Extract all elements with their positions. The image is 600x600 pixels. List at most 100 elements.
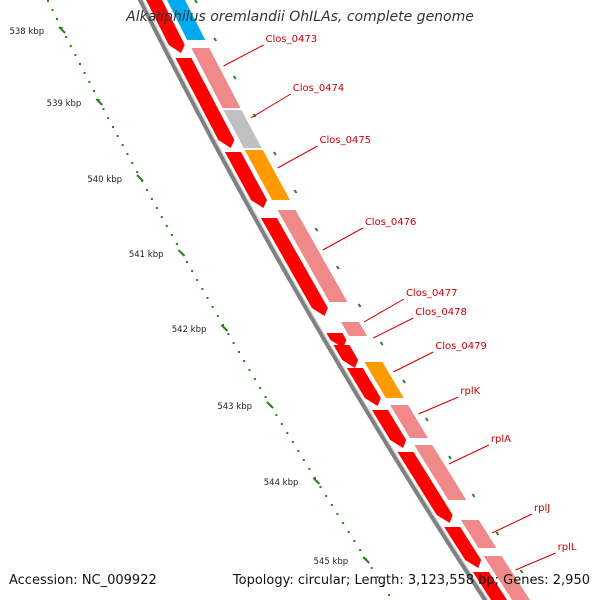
ruler-label: 544 kbp: [264, 478, 299, 488]
accession-text: Accession: NC_009922: [9, 573, 157, 588]
ruler-label: 543 kbp: [217, 402, 252, 412]
outer-tick: [425, 417, 429, 422]
ruler-dot: [382, 585, 385, 587]
outer-tick: [357, 303, 362, 308]
ruler-label: 545 kbp: [314, 557, 349, 567]
inner-gene-arrow: [346, 368, 381, 406]
ruler-dot: [131, 162, 134, 164]
gene-leader-line: [418, 396, 459, 415]
inner-feature-track: [146, 0, 508, 600]
gene-leader-line: [393, 351, 434, 373]
ruler-dot: [201, 288, 204, 290]
gene-label: rplA: [491, 434, 511, 445]
inner-gene-arrow: [333, 345, 359, 368]
ruler-dot: [56, 18, 58, 20]
ruler-dot: [388, 594, 391, 596]
ruler-dot: [253, 378, 256, 380]
outer-gene-box: [244, 150, 290, 200]
inner-gene-arrow: [472, 572, 508, 600]
ruler-dot: [302, 459, 305, 461]
ruler-major-tick: [220, 324, 229, 332]
inner-gene-arrow: [146, 0, 185, 53]
gene-label: rplJ: [534, 503, 550, 514]
ruler-dot: [342, 522, 345, 524]
outer-tick: [379, 341, 384, 346]
ruler-dot: [160, 216, 163, 218]
gene-label: Clos_0474: [293, 83, 345, 94]
ruler-dot: [297, 450, 300, 452]
outer-tick: [314, 227, 319, 232]
outer-tick: [213, 37, 218, 42]
ruler-dot: [175, 243, 178, 245]
inner-gene-arrow: [444, 527, 482, 568]
outer-tick-track: [194, 0, 524, 574]
ruler-dot: [170, 234, 173, 236]
outer-gene-box: [364, 362, 404, 398]
gene-label: Clos_0478: [415, 307, 467, 318]
ruler-dot: [102, 108, 105, 110]
outer-gene-box: [167, 0, 206, 40]
outer-tick: [194, 0, 198, 4]
gene-label: Clos_0476: [365, 217, 417, 228]
outer-tick: [402, 379, 406, 384]
ruler-dot: [186, 261, 188, 263]
ruler-dot: [232, 342, 235, 344]
gene-leader-line: [448, 444, 490, 465]
ruler-major-tick: [266, 401, 274, 409]
ruler-dot: [259, 387, 262, 389]
ruler-major-tick: [312, 477, 321, 485]
inner-gene-arrow: [326, 333, 347, 348]
ruler-dot: [313, 477, 316, 479]
ruler-dot: [83, 72, 86, 74]
ruler-dot: [347, 531, 350, 533]
ruler-dot: [370, 567, 373, 569]
gene-leader-line: [250, 93, 291, 119]
gene-leader-line: [491, 513, 533, 534]
ruler-major-tick: [136, 174, 144, 182]
ruler-dot: [69, 45, 72, 47]
ruler-dot: [79, 63, 81, 65]
outer-gene-box: [277, 210, 348, 302]
ruler-label: 539 kbp: [47, 99, 82, 109]
outer-tick: [273, 151, 277, 156]
gene-label: Clos_0477: [406, 288, 458, 299]
outer-tick: [495, 531, 500, 536]
ruler-dot: [88, 81, 91, 83]
ruler-dot: [325, 495, 328, 497]
ruler-dot: [211, 306, 214, 308]
ruler-major-tick: [95, 98, 104, 106]
gene-labels: Clos_0473 Clos_0474 Clos_0475 Clos_0476 Clos…: [223, 34, 577, 571]
outer-tick: [232, 75, 237, 80]
ruler-dot: [107, 117, 110, 119]
ruler-dot: [74, 54, 77, 56]
ruler-dot: [47, 0, 49, 2]
ruler-dot: [308, 468, 311, 470]
ruler-dot: [376, 576, 379, 578]
ruler-dot: [227, 333, 230, 335]
ruler-dot: [112, 126, 114, 128]
ruler-label: 542 kbp: [172, 325, 207, 335]
ruler-dot: [243, 360, 246, 362]
ruler-dot: [65, 36, 68, 38]
ruler-major-tick: [58, 26, 66, 34]
ruler-dot: [196, 279, 199, 281]
ruler-dot: [121, 144, 124, 146]
ruler-label: 541 kbp: [129, 250, 164, 260]
ruler-dot: [165, 225, 168, 227]
ruler-dot: [237, 351, 240, 353]
ruler-dot: [116, 135, 119, 137]
outer-gene-box: [341, 322, 368, 336]
ruler-dot: [60, 27, 63, 29]
ruler-dot: [336, 513, 339, 515]
gene-label: Clos_0473: [266, 34, 318, 45]
ruler-dot: [126, 153, 129, 155]
outer-tick: [471, 493, 476, 498]
ruler-dot: [286, 432, 289, 434]
outer-tick: [448, 455, 452, 460]
ruler-dot: [319, 486, 322, 488]
gene-label: Clos_0475: [320, 135, 372, 146]
ruler-label: 540 kbp: [87, 175, 122, 185]
kbp-ruler: 538 kbp 539 kbp 540 kbp 541 kbp 542 kbp 543 k…: [9, 0, 391, 596]
ruler-dot: [291, 441, 294, 443]
